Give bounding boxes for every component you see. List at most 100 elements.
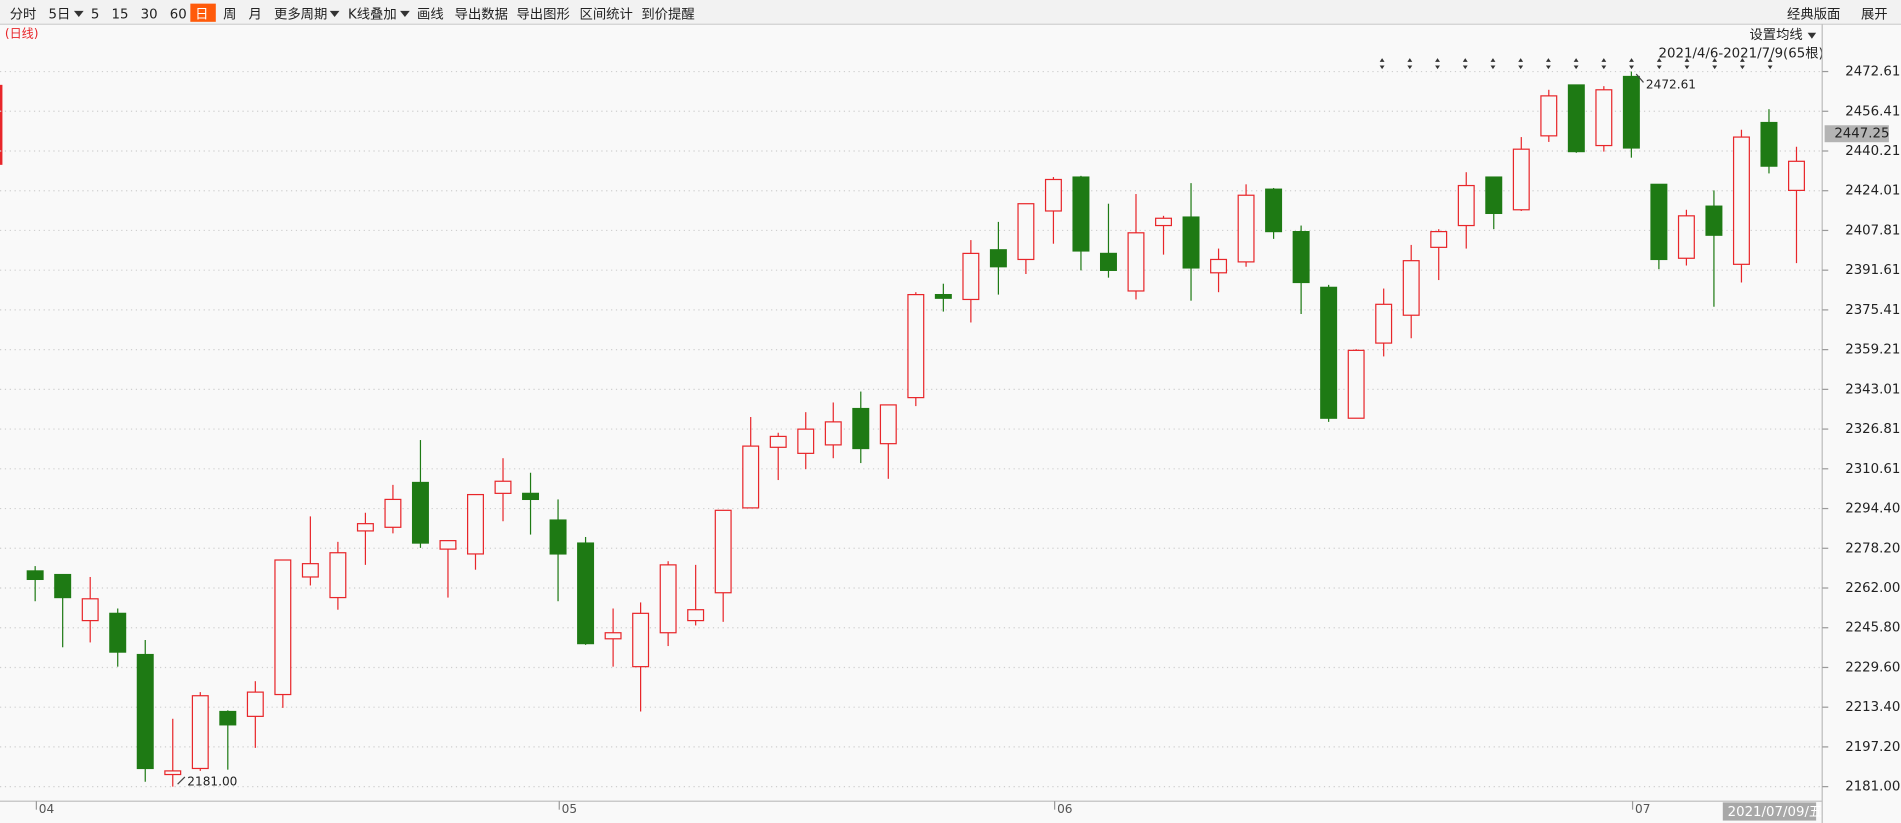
side-marker (0, 84, 3, 165)
marker-icon (1379, 65, 1385, 70)
toolbar-item[interactable]: 5 (91, 8, 99, 23)
candle-body (797, 428, 815, 454)
candle-body (907, 293, 925, 399)
toolbar-item[interactable]: 月 (249, 8, 262, 23)
toolbar-item[interactable]: 更多周期 (274, 6, 327, 23)
marker-icon (1545, 65, 1551, 70)
candle-body (1237, 194, 1255, 263)
dropdown-arrow[interactable] (73, 10, 84, 17)
y-tick-label: 2310.61 (1845, 462, 1900, 477)
toolbar-item[interactable]: 区间统计 (580, 7, 633, 23)
marker-icon (1739, 58, 1745, 62)
candle-body (164, 770, 182, 776)
candle-body (301, 563, 319, 578)
candle-body (549, 519, 567, 555)
marker-icon (1518, 58, 1524, 62)
candle-body (742, 445, 760, 509)
marker-icon (1739, 65, 1745, 70)
candle-body (1512, 148, 1530, 211)
candle-body (1044, 178, 1062, 212)
marker-icon (1490, 58, 1496, 62)
dropdown-arrow[interactable] (329, 10, 340, 17)
toolbar-item[interactable]: 30 (141, 8, 158, 23)
marker-icon (1462, 58, 1468, 62)
candle-body (1127, 232, 1145, 292)
candle-body (632, 612, 650, 668)
toolbar-item[interactable]: 周 (223, 8, 236, 23)
candle-body (1732, 136, 1750, 265)
candle-body (1705, 205, 1723, 236)
toolbar-item[interactable]: 导出图形 (516, 7, 569, 23)
toolbar-item[interactable]: 到价提醒 (641, 7, 694, 23)
toolbar-item[interactable]: 日 (195, 8, 208, 23)
candle-body (1347, 349, 1365, 419)
y-tick-label: 2294.40 (1845, 502, 1900, 517)
candle-body (81, 598, 99, 622)
candle-body (1760, 121, 1778, 167)
candle-body (1567, 84, 1585, 153)
candle-body (1210, 258, 1228, 274)
candle-body (246, 691, 264, 717)
candle-body (989, 249, 1007, 268)
marker-icon (1629, 65, 1634, 70)
dropdown-arrow[interactable] (400, 10, 410, 17)
y-tick-label: 2229.60 (1845, 660, 1900, 675)
toolbar-item[interactable]: 画线 (417, 7, 444, 23)
toolbar-item[interactable]: 经典版面 (1787, 7, 1840, 23)
y-tick-label: 2262.00 (1845, 581, 1900, 596)
marker-icon (1407, 58, 1413, 62)
candle-body (1320, 286, 1338, 419)
last-price: 2447.25 (1834, 127, 1889, 142)
candle-body (934, 293, 952, 299)
candle-body (687, 609, 705, 622)
toolbar-item[interactable]: 15 (112, 8, 129, 23)
y-tick-label: 2181.00 (1845, 780, 1900, 795)
x-tick-label: 04 (39, 802, 55, 816)
y-tick-label: 2343.01 (1845, 382, 1900, 397)
marker-icon (1407, 65, 1413, 70)
marker-icon (1684, 58, 1690, 62)
candle-body (1622, 75, 1640, 149)
marker-icon (1545, 58, 1551, 62)
candle-body (1485, 176, 1503, 215)
toolbar-item[interactable]: 分时 (10, 7, 37, 23)
ma-setting[interactable]: 设置均线 (1749, 27, 1802, 43)
y-tick-label: 2326.81 (1845, 422, 1900, 437)
toolbar-item[interactable]: 5日 (48, 8, 70, 23)
range-label: 2021/4/6-2021/7/9(65根) (1659, 45, 1824, 61)
dropdown-arrow[interactable] (1807, 32, 1817, 39)
marker-icon (1712, 65, 1718, 70)
marker-icon (1684, 65, 1690, 70)
toolbar (0, 0, 1901, 25)
marker-icon (1435, 58, 1440, 62)
candle-body (54, 573, 72, 599)
candle-body (1072, 176, 1090, 252)
x-tick-label: 06 (1057, 802, 1072, 816)
last-price-box (1824, 125, 1889, 143)
y-tick-label: 2375.41 (1845, 303, 1900, 318)
toolbar-item[interactable]: 展开 (1861, 8, 1888, 23)
candle-body (1540, 95, 1558, 137)
chart-title: (日线) (5, 26, 39, 40)
marker-icon (1601, 58, 1607, 62)
toolbar-item[interactable]: K线叠加 (348, 7, 397, 23)
candle-body (1099, 252, 1117, 271)
candle-body (1182, 216, 1200, 269)
candle-body (1595, 89, 1613, 147)
y-tick-label: 2391.61 (1845, 263, 1900, 278)
candle-body (962, 252, 980, 301)
x-tick-label: 05 (562, 802, 577, 816)
active-period (190, 3, 216, 22)
candle-body (191, 695, 209, 770)
low-annotation: 2181.00 (187, 774, 237, 788)
cursor-date: 2021/07/09/五 (1728, 805, 1823, 820)
y-tick-label: 2359.21 (1845, 343, 1900, 358)
candle-body (26, 570, 44, 581)
toolbar-item[interactable]: 导出数据 (455, 7, 508, 23)
toolbar-item[interactable]: 60 (170, 8, 187, 23)
y-tick-label: 2424.01 (1845, 184, 1900, 199)
y-tick-label: 2472.61 (1845, 65, 1900, 80)
marker-icon (1518, 65, 1524, 70)
